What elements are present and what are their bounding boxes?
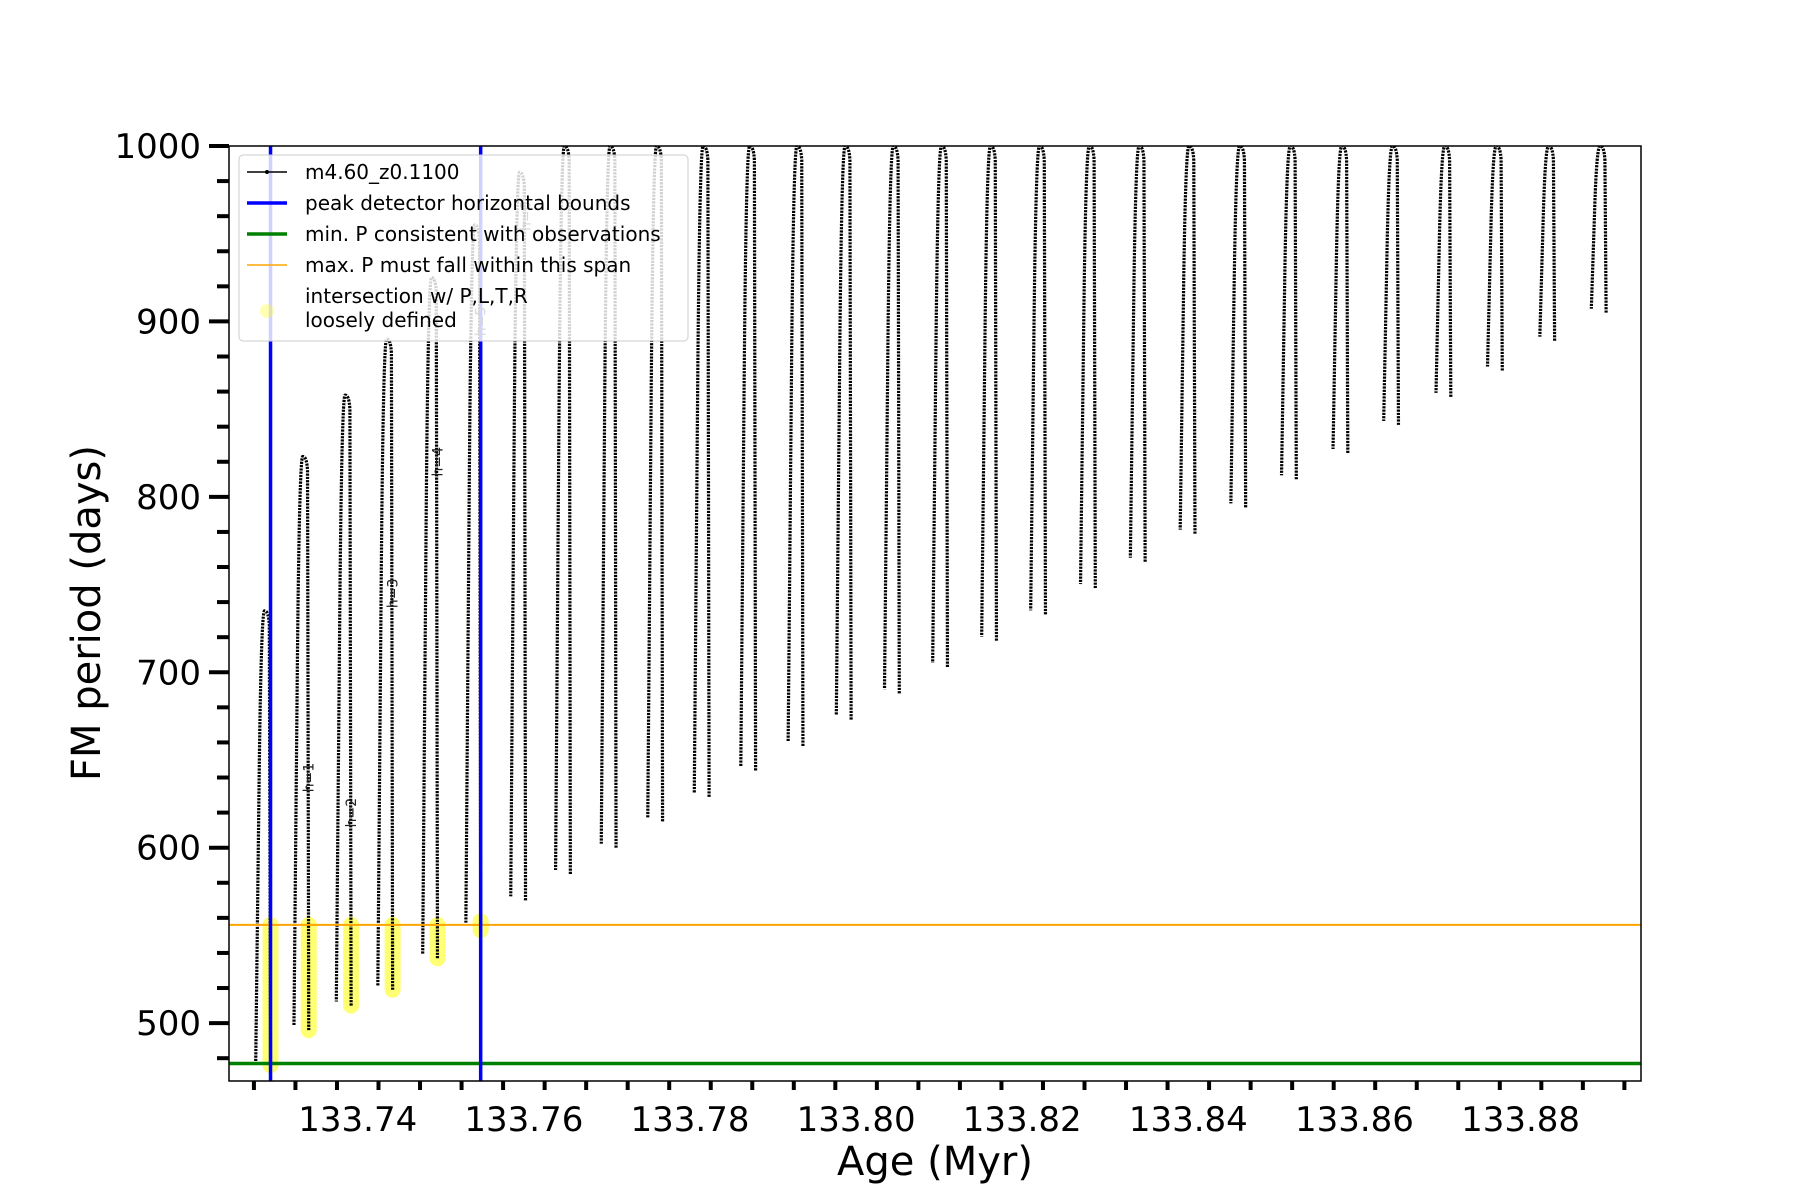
x-tick-label: 133.74 [298,1100,417,1140]
y-tick-label: 900 [136,302,201,342]
annotation-4: h=4 [430,447,446,477]
pulse-22 [1229,146,1248,508]
y-tick-label: 800 [136,478,201,518]
pulse-6 [464,223,483,927]
annotation-1: h=1 [302,763,318,793]
pulse-14 [834,146,853,720]
pulse-15 [882,146,901,694]
pulse-23 [1279,146,1298,480]
pulse-1 [254,609,273,1066]
legend-label-2: peak detector horizontal bounds [305,191,631,215]
x-tick-label: 133.80 [797,1100,916,1140]
x-tick-label: 133.76 [464,1100,583,1140]
x-axis: 133.74 133.76 133.78 133.80 133.82 133.84 133.… [251,1081,1627,1140]
annotation-3: h=3 [386,579,402,609]
pulse-4 [376,337,395,990]
pulse-3 [334,393,353,1006]
pulse-18 [1029,146,1048,615]
pulse-17 [980,146,999,641]
x-tick-label: 133.88 [1461,1100,1580,1140]
x-axis-label: Age (Myr) [837,1139,1033,1185]
pulse-13 [786,146,805,746]
pulse-11 [692,146,711,797]
pulse-16 [931,146,950,668]
x-tick-label: 133.78 [630,1100,749,1140]
x-tick-label: 133.82 [963,1100,1082,1140]
y-tick-label: 700 [136,653,201,693]
legend-box [238,154,689,342]
plot-frame [228,145,1642,1082]
x-tick-label: 133.84 [1129,1100,1248,1140]
pulse-19 [1078,146,1097,589]
legend-label-5: loosely defined [305,308,457,332]
pulse-29 [1589,146,1608,313]
y-tick-label: 600 [136,829,201,869]
legend-label-3: min. P consistent with observations [305,222,661,246]
pulse-12 [739,146,758,771]
legend-label-4: max. P must fall within this span [305,253,631,277]
x-tick-label: 133.86 [1295,1100,1414,1140]
pulse-21 [1178,146,1197,534]
legend-marker-series [265,170,269,174]
y-axis: 500 600 700 800 900 1000 [114,127,229,1061]
legend-label-1: m4.60_z0.1100 [305,160,460,184]
y-tick-label: 500 [136,1004,201,1044]
legend-marker-intersection [260,304,274,318]
annotation-2: h=2 [344,798,360,828]
pulse-2 [292,454,311,1031]
y-axis-label: FM period (days) [64,445,110,781]
legend-label-5: intersection w/ P,L,T,R [305,284,528,308]
y-tick-label: 1000 [114,127,201,167]
pulse-20 [1128,146,1147,562]
